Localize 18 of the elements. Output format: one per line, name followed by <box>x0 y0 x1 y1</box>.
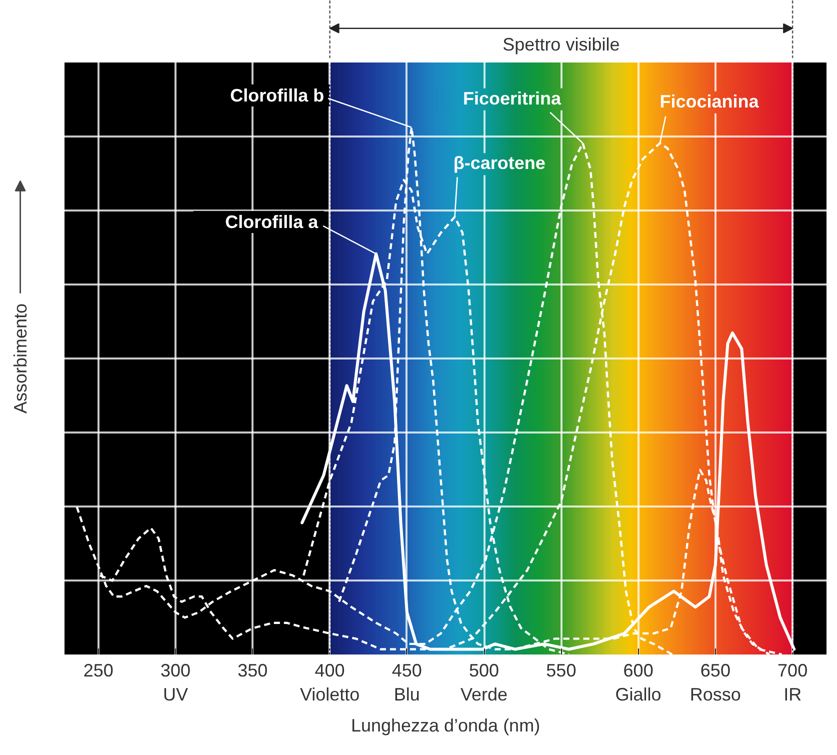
y-axis-title: Assorbimento <box>10 303 30 414</box>
band-label: Spettro visibile <box>502 34 620 55</box>
x-tick-label: 500 Verde <box>460 660 508 704</box>
x-tick-label: 350 <box>238 660 268 680</box>
series-label: Ficocianina <box>660 91 760 112</box>
x-tick-label: 250 <box>83 660 114 680</box>
x-tick-label: 600 Giallo <box>615 660 662 704</box>
x-tick-label: 650 Rosso <box>690 660 741 704</box>
text: Clorofilla a <box>225 212 320 232</box>
x-tick-label: 300 UV <box>160 660 191 704</box>
x-tick-label: 400 Violetto <box>300 660 360 704</box>
x-axis-title: Lunghezza d’onda (nm) <box>350 716 540 736</box>
text: Ficoeritrina <box>462 88 562 108</box>
text: Clorofilla b <box>230 85 324 106</box>
text: β-carotene <box>453 153 546 174</box>
x-tick-label: 700 IR <box>778 660 808 704</box>
x-tick-label: 450 Blu <box>392 660 422 704</box>
x-tick-label: 550 <box>546 660 576 680</box>
